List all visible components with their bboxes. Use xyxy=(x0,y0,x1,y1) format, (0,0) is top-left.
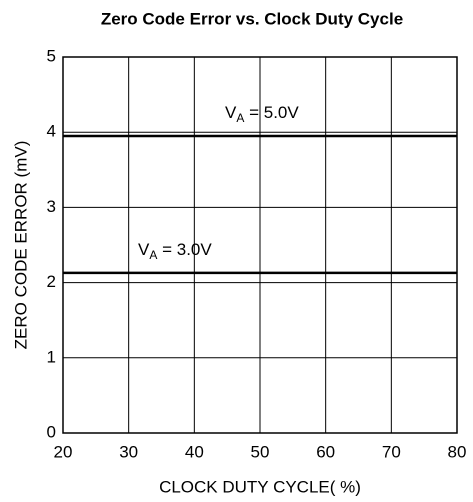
label-sub: A xyxy=(236,111,244,125)
x-tick-label: 80 xyxy=(448,442,467,461)
label-rest: = 5.0V xyxy=(244,103,299,122)
y-tick-label: 4 xyxy=(47,122,56,141)
x-tick-label: 60 xyxy=(316,442,335,461)
x-axis-label: CLOCK DUTY CYCLE( %) xyxy=(159,477,361,496)
label-main: V xyxy=(138,240,150,259)
label-main: V xyxy=(225,103,237,122)
label-rest: = 3.0V xyxy=(157,240,212,259)
plot-frame xyxy=(62,56,458,434)
y-tick-label: 2 xyxy=(47,272,56,291)
series-label: VA = 3.0V xyxy=(138,240,212,262)
x-tick-label: 40 xyxy=(185,442,204,461)
x-tick-label: 30 xyxy=(119,442,138,461)
y-tick-label: 5 xyxy=(47,46,56,65)
x-tick-label: 20 xyxy=(54,442,73,461)
label-sub: A xyxy=(149,248,157,262)
x-tick-label: 70 xyxy=(382,442,401,461)
y-tick-label: 3 xyxy=(47,197,56,216)
y-axis-label: ZERO CODE ERROR (mV) xyxy=(11,141,30,350)
y-tick-label: 1 xyxy=(47,347,56,366)
series-label: VA = 5.0V xyxy=(225,103,299,125)
chart-title: Zero Code Error vs. Clock Duty Cycle xyxy=(101,9,403,28)
x-tick-label: 50 xyxy=(251,442,270,461)
y-tick-label: 0 xyxy=(47,422,56,441)
